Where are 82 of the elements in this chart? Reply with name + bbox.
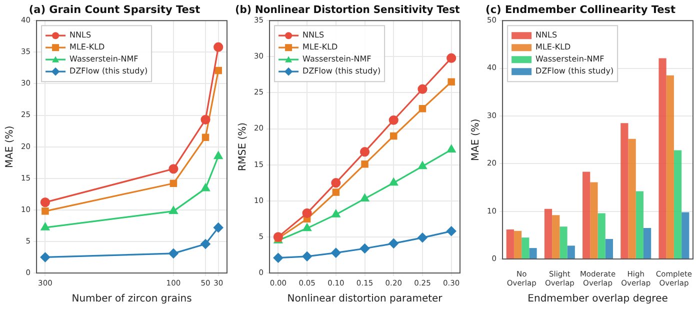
bar <box>605 238 614 258</box>
y-axis-title: MAE (%) <box>470 118 482 161</box>
bar <box>544 208 552 258</box>
point <box>447 144 456 152</box>
point <box>331 248 341 258</box>
point <box>360 147 370 157</box>
point <box>214 222 224 232</box>
legend-label: MLE-KLD <box>70 42 105 52</box>
point <box>418 84 428 94</box>
bar <box>666 75 674 258</box>
point <box>388 115 398 125</box>
bar <box>674 150 682 258</box>
bar <box>560 226 568 258</box>
bar <box>522 238 530 258</box>
point <box>390 132 398 140</box>
point <box>200 239 210 249</box>
point <box>214 151 223 160</box>
bar <box>658 58 666 258</box>
bar <box>643 228 652 258</box>
bar <box>552 215 560 258</box>
point <box>169 206 178 214</box>
bar <box>582 172 590 258</box>
point <box>273 232 283 242</box>
point <box>40 198 50 208</box>
point <box>448 78 455 86</box>
chart-title: (c) Endmember Collinearity Test <box>486 4 676 16</box>
legend-label: NNLS <box>302 30 324 40</box>
point <box>200 114 210 124</box>
point <box>214 66 222 74</box>
x-axis-title: Nonlinear distortion parameter <box>287 294 444 305</box>
bar <box>506 229 514 258</box>
point <box>168 164 178 174</box>
bar <box>529 248 537 258</box>
legend-label: Wasserstein-NMF <box>70 54 139 64</box>
legend-label: DZFlow (this study) <box>536 66 614 76</box>
point <box>302 208 312 218</box>
y-axis-title: RMSE (%) <box>238 122 249 172</box>
point <box>446 53 456 63</box>
x-axis-title: Endmember overlap degree <box>528 294 668 305</box>
point <box>168 248 178 258</box>
legend-label: Wasserstein-NMF <box>536 54 605 64</box>
point <box>170 180 178 188</box>
legend-label: DZFlow (this study) <box>302 66 381 76</box>
point <box>332 210 340 218</box>
bar <box>514 230 522 258</box>
point <box>202 134 210 141</box>
point <box>273 253 283 263</box>
point <box>388 238 398 248</box>
point <box>389 178 398 186</box>
point <box>302 223 312 232</box>
bar <box>567 246 575 258</box>
point <box>418 161 427 170</box>
point <box>332 188 340 196</box>
chart-title: (b) Nonlinear Distortion Sensitivity Test <box>235 4 460 16</box>
point <box>201 184 210 192</box>
legend-label: DZFlow (this study) <box>70 66 148 76</box>
bar <box>682 212 690 258</box>
point <box>302 252 312 262</box>
point <box>360 244 370 254</box>
bar <box>628 138 636 258</box>
point <box>214 42 224 52</box>
point <box>331 178 341 188</box>
point <box>418 232 428 242</box>
point <box>40 222 50 230</box>
point <box>361 160 368 168</box>
bar <box>620 123 628 258</box>
bar <box>636 191 644 258</box>
point <box>40 252 50 262</box>
legend-label: NNLS <box>70 30 92 40</box>
legend-label: MLE-KLD <box>302 42 338 52</box>
legend-label: NNLS <box>536 30 558 40</box>
point <box>418 104 426 112</box>
point <box>360 194 370 202</box>
point <box>446 226 456 236</box>
legend-label: MLE-KLD <box>536 42 571 52</box>
x-axis-title: Number of zircon grains <box>72 294 192 305</box>
point <box>42 208 49 215</box>
chart-title: (a) Grain Count Sparsity Test <box>28 4 200 16</box>
legend-label: Wasserstein-NMF <box>302 54 372 64</box>
bar <box>590 182 598 258</box>
bar <box>598 213 606 258</box>
y-axis-title: MAE (%) <box>4 126 16 168</box>
